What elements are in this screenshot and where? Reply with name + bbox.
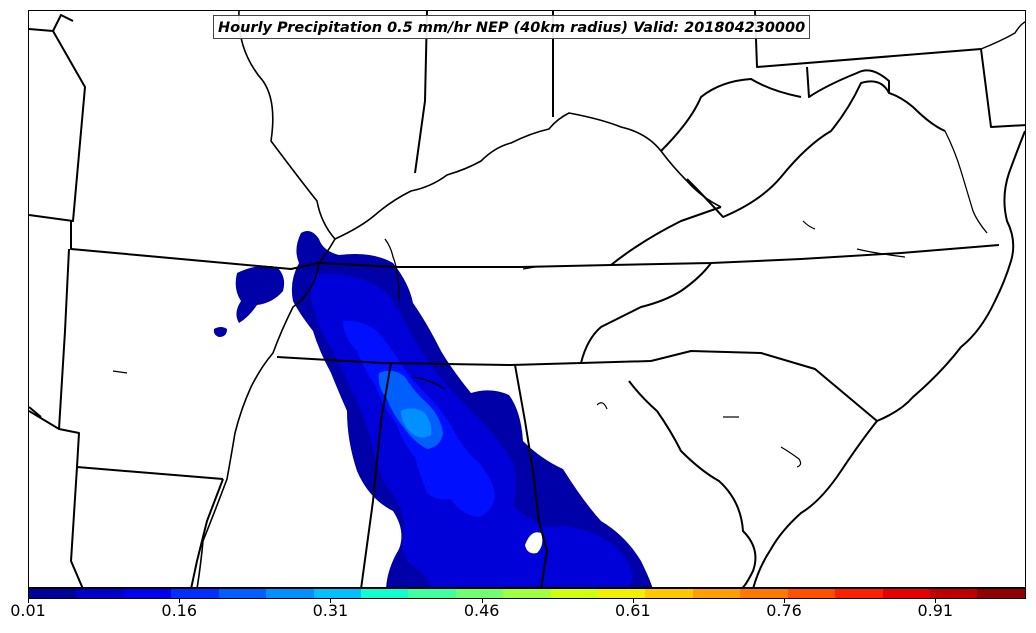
colorbar-segment: [218, 589, 267, 598]
colorbar-tick: [179, 599, 181, 603]
colorbar-segment: [313, 589, 361, 598]
colorbar-segment: [360, 589, 409, 598]
colorbar-segment: [503, 589, 551, 598]
colorbar-tick-label: 0.31: [312, 601, 349, 620]
colorbar-segment: [76, 589, 124, 598]
colorbar-tick-label: 0.16: [161, 601, 198, 620]
colorbar-tick-label: 0.01: [10, 601, 46, 620]
colorbar-segment: [645, 589, 693, 598]
colorbar-segment: [787, 589, 836, 598]
colorbar-segment: [882, 589, 931, 598]
map-canvas: [29, 11, 1025, 587]
colorbar-tick: [784, 599, 786, 603]
colorbar-segment: [740, 589, 788, 598]
precip-blob-small: [213, 327, 227, 337]
colorbar-segment: [692, 589, 741, 598]
colorbar-segment: [266, 589, 314, 598]
colorbar-segment: [455, 589, 504, 598]
colorbar-segment: [835, 589, 883, 598]
colorbar-segment: [408, 589, 456, 598]
colorbar-tick: [935, 599, 937, 603]
precip-blob-west: [235, 265, 285, 323]
colorbar-segment: [123, 589, 172, 598]
colorbar-tick-label: 0.46: [463, 601, 500, 620]
colorbar: [28, 588, 1026, 599]
colorbar-ticks: 0.01 0.16 0.31 0.46 0.61 0.76 0.91: [0, 599, 1036, 633]
colorbar-tick: [330, 599, 332, 603]
colorbar-tick-label: 0.61: [615, 601, 651, 620]
colorbar-tick-label: 0.91: [917, 601, 954, 620]
colorbar-segment: [171, 589, 219, 598]
precip-field: [213, 231, 653, 587]
state-boundaries: [29, 11, 1025, 587]
colorbar-segment: [977, 589, 1025, 598]
precip-band-cyan: [401, 408, 432, 438]
precip-hole: [525, 532, 543, 554]
map-title: Hourly Precipitation 0.5 mm/hr NEP (40km…: [213, 15, 811, 39]
colorbar-segment: [550, 589, 599, 598]
colorbar-tick: [28, 599, 29, 603]
colorbar-segment: [29, 589, 77, 598]
colorbar-tick: [632, 599, 634, 603]
colorbar-tick: [481, 599, 483, 603]
map-panel: [28, 10, 1026, 588]
colorbar-segment: [930, 589, 978, 598]
colorbar-tick-label: 0.76: [766, 601, 802, 620]
colorbar-segment: [598, 589, 646, 598]
